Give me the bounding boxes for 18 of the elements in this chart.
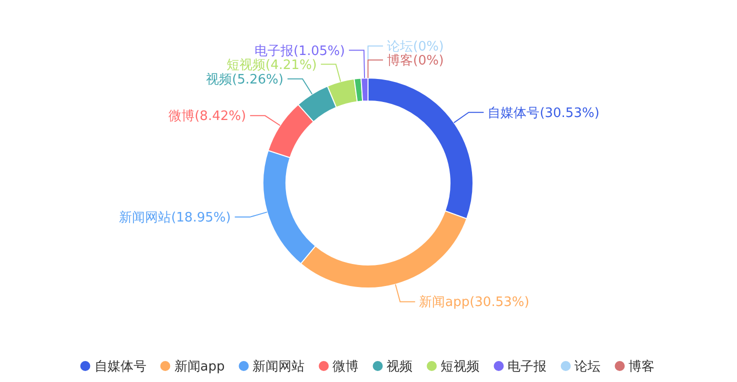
category-label: 电子报(1.05%) [254, 44, 345, 59]
legend-label: 新闻网站 [252, 360, 305, 374]
legend-label: 微博 [332, 360, 359, 374]
category-label: 短视频(4.21%) [226, 58, 317, 73]
category-label: 论坛(0%) [387, 40, 444, 54]
category-label: 视频(5.26%) [206, 72, 284, 88]
legend-label: 自媒体号 [94, 360, 146, 374]
legend-label: 博客 [628, 358, 655, 374]
legend-label: 新闻app [174, 360, 225, 374]
category-label: 自媒体号(30.53%) [488, 106, 600, 121]
category-label: 博客(0%) [387, 54, 444, 68]
legend-label: 论坛 [574, 360, 601, 374]
legend-label: 短视频 [440, 360, 480, 374]
category-label: 新闻网站(18.95%) [119, 210, 231, 226]
category-label: 微博(8.42%) [168, 109, 246, 124]
category-label: 新闻app(30.53%) [419, 295, 530, 310]
legend-label: 电子报 [508, 360, 547, 374]
legend-label: 视频 [386, 360, 413, 374]
